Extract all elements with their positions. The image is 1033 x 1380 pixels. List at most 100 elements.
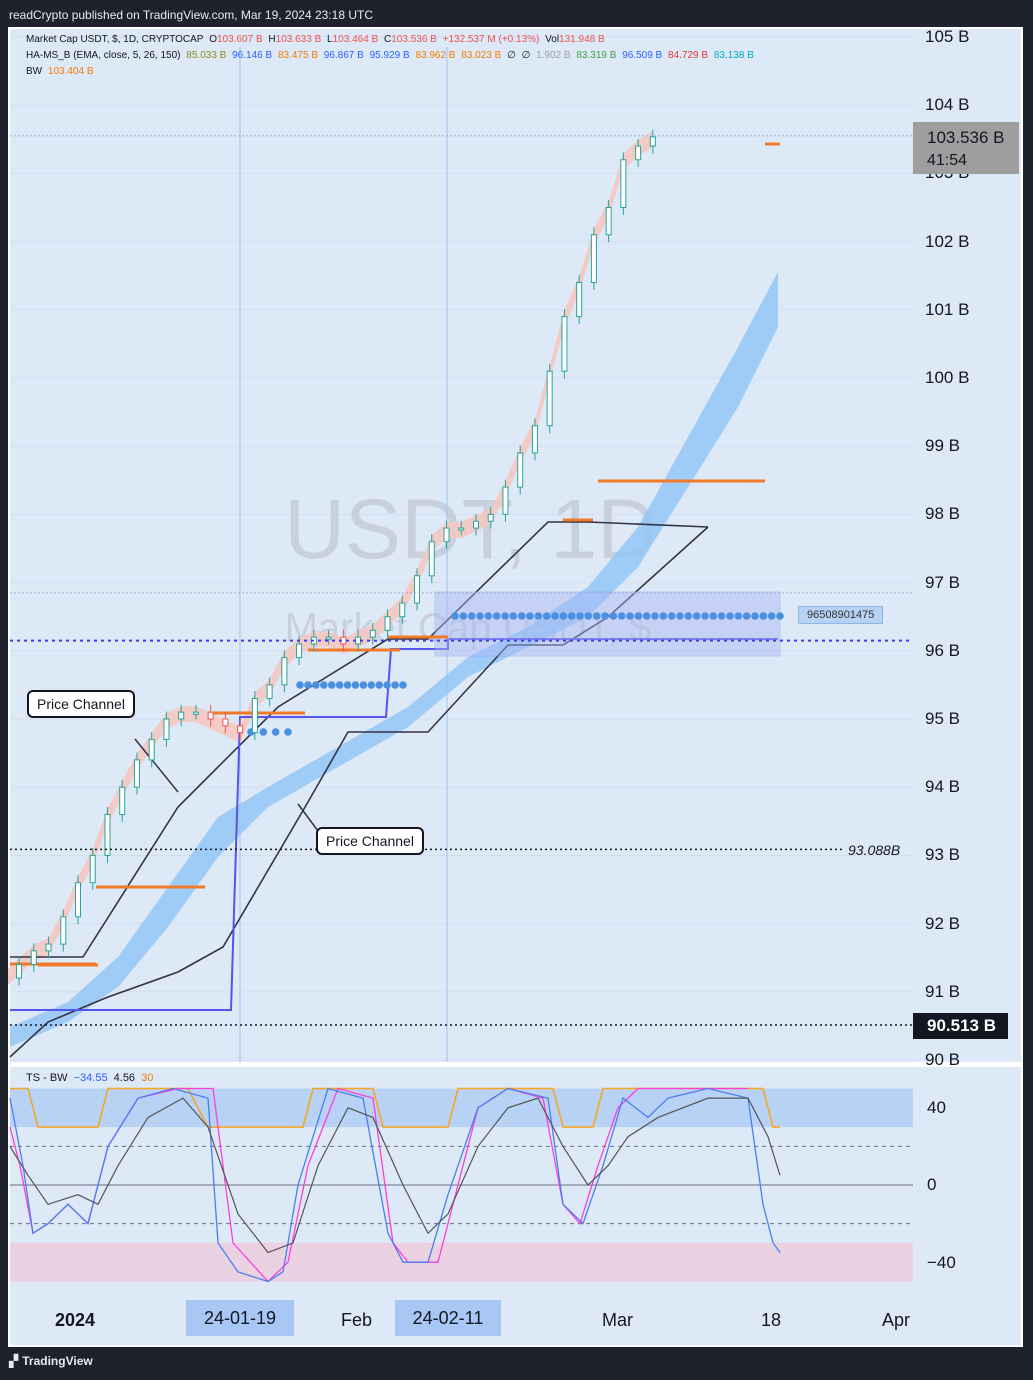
ind-value-5: 95.929 B xyxy=(369,50,410,61)
dot-row-96-5 xyxy=(626,612,634,620)
price-tick-label: 101 B xyxy=(925,299,970,319)
price-tick-label: 92 B xyxy=(925,913,960,933)
candle-body xyxy=(502,486,509,515)
dot-row-96-5 xyxy=(701,612,709,620)
h-label: H xyxy=(268,34,276,45)
dot-row-96-5 xyxy=(601,612,609,620)
candle-body xyxy=(635,145,642,161)
price-tick-label: 105 B xyxy=(925,27,970,46)
x-label-apr: Apr xyxy=(882,1310,911,1330)
dot-row-96-5 xyxy=(567,612,576,620)
callout-price-channel-upper[interactable]: Price Channel xyxy=(27,690,135,718)
x-label-feb: Feb xyxy=(341,1310,373,1330)
candle-body xyxy=(517,452,524,488)
candle-body xyxy=(30,950,37,966)
dot-row-96-5 xyxy=(692,612,701,620)
ts-orange-line xyxy=(10,1087,780,1128)
ind-value-1: 85.033 B xyxy=(186,50,227,61)
candle-body xyxy=(133,759,140,788)
l-label: L xyxy=(327,34,333,45)
tradingview-logo: ▞ TradingView xyxy=(9,1354,93,1368)
published-credit: readCrypto published on TradingView.com,… xyxy=(9,8,373,22)
candle-body xyxy=(487,513,494,522)
candles xyxy=(16,129,656,986)
tv-logo-icon: ▞ xyxy=(9,1354,19,1368)
price-tick-label: 94 B xyxy=(925,777,960,797)
close-value: 103.536 B xyxy=(391,34,437,45)
dot-row-96-5 xyxy=(467,612,476,620)
dot-row-96-5 xyxy=(551,612,559,620)
dot-row-96-5 xyxy=(742,612,751,620)
dot-row-96-5 xyxy=(526,612,534,620)
candle-body xyxy=(104,813,111,856)
x-chip-date-2: 24-02-11 xyxy=(395,1300,501,1336)
dot-row-96-5 xyxy=(642,612,651,620)
price-tick-label: 93 B xyxy=(925,845,960,865)
ind-value-12: 96.509 B xyxy=(622,50,663,61)
candle-body xyxy=(443,527,450,543)
x-chip-date-1: 24-01-19 xyxy=(186,1300,294,1336)
callout-price-channel-lower[interactable]: Price Channel xyxy=(316,827,424,855)
ts-upper-zone xyxy=(10,1088,913,1128)
ind-value-9: ∅ xyxy=(521,50,531,61)
low-value: 103.464 B xyxy=(332,34,379,45)
indicator-name: HA-MS_B (EMA, close, 5, 26, 150) xyxy=(26,50,181,61)
candle-body xyxy=(237,725,244,734)
dot-row-96-5 xyxy=(684,612,693,620)
candle-body xyxy=(251,698,258,734)
dot-row-95-5 xyxy=(319,681,328,689)
price-pane-bg xyxy=(10,29,913,1062)
dot-row-96-5 xyxy=(459,612,468,620)
x-label-mar: Mar xyxy=(602,1310,633,1330)
candle-body xyxy=(163,718,170,740)
dot-row-96-5 xyxy=(759,612,768,620)
symbol-label: Market Cap USDT, $, 1D, CRYPTOCAP xyxy=(26,34,204,45)
dot-row-96-5 xyxy=(559,612,568,620)
x-label-18: 18 xyxy=(761,1310,782,1330)
ts-tick-neg40: −40 xyxy=(927,1253,956,1272)
change-value: +132.537 M (+0.13%) xyxy=(442,34,540,45)
candle-body xyxy=(428,541,435,577)
candle-body xyxy=(119,786,126,815)
legend-line-3: BW 103.404 B xyxy=(26,66,97,77)
candle-body xyxy=(60,916,67,945)
dot-row-96-5 xyxy=(709,612,718,620)
dot-row-95-5 xyxy=(375,681,384,689)
candle-body xyxy=(620,159,627,208)
dot-row-96-5 xyxy=(501,612,509,620)
price-tick-label: 97 B xyxy=(925,572,960,592)
ts-gray-line xyxy=(9,1097,781,1254)
dot-row-96-5 xyxy=(717,612,726,620)
dot-row-95-5 xyxy=(383,681,391,689)
candle-body xyxy=(89,854,96,884)
o-label: O xyxy=(209,34,218,45)
ind-value-10: 1.902 B xyxy=(536,50,571,61)
ts-name: TS - BW xyxy=(26,1072,68,1084)
ind-value-3: 83.475 B xyxy=(277,50,318,61)
candle-body xyxy=(649,136,656,147)
price-channel-upper-line xyxy=(10,521,709,958)
grid xyxy=(10,36,913,1061)
chart-frame: USDT, 1D Market Cap USDT, $ Market Cap U… xyxy=(8,27,1023,1347)
price-tick-label: 90 B xyxy=(925,1050,960,1069)
ind-value-2: 96.146 B xyxy=(232,50,273,61)
pink-band-area xyxy=(8,130,653,985)
tv-brand-text: TradingView xyxy=(22,1354,93,1368)
pink-band xyxy=(8,130,653,985)
price-chart[interactable]: USDT, 1D Market Cap USDT, $ xyxy=(8,27,1023,1347)
low-price-label: 90.513 B xyxy=(913,1013,1008,1039)
candle-body xyxy=(207,711,214,720)
dot-row-95-5 xyxy=(327,681,336,689)
ts-value-3: 30 xyxy=(141,1072,154,1084)
candle-body xyxy=(192,711,199,715)
ts-lower-zone xyxy=(10,1242,913,1282)
level-93-label: 93.088B xyxy=(848,842,901,858)
candle-body xyxy=(399,602,406,618)
candle-body xyxy=(605,207,612,236)
ind-value-14: 83.138 B xyxy=(713,50,754,61)
candle-body xyxy=(576,282,583,318)
dot-row-96-5 xyxy=(634,612,643,620)
dot-row-96-5 xyxy=(617,612,626,620)
candle-body xyxy=(148,738,155,761)
price-tick-label: 95 B xyxy=(925,709,960,728)
